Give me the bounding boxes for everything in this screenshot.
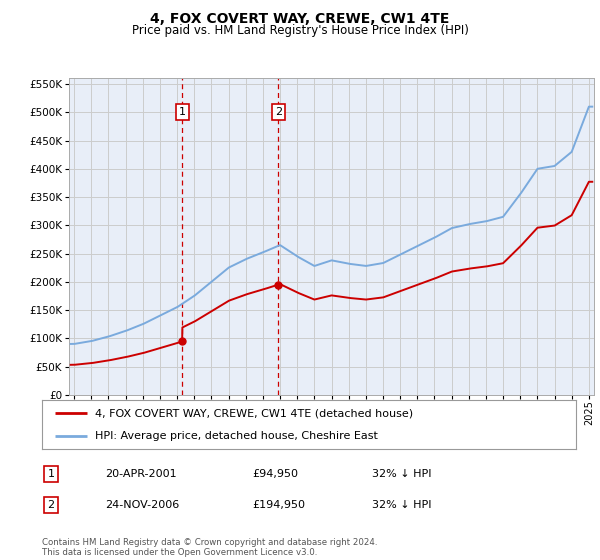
Text: 32% ↓ HPI: 32% ↓ HPI	[372, 500, 431, 510]
Text: 20-APR-2001: 20-APR-2001	[105, 469, 176, 479]
Text: 2: 2	[47, 500, 55, 510]
Text: 4, FOX COVERT WAY, CREWE, CW1 4TE (detached house): 4, FOX COVERT WAY, CREWE, CW1 4TE (detac…	[95, 408, 413, 418]
Text: Price paid vs. HM Land Registry's House Price Index (HPI): Price paid vs. HM Land Registry's House …	[131, 24, 469, 36]
Text: 2: 2	[275, 108, 282, 117]
Text: 1: 1	[179, 108, 186, 117]
Text: 1: 1	[47, 469, 55, 479]
Text: £194,950: £194,950	[252, 500, 305, 510]
Text: HPI: Average price, detached house, Cheshire East: HPI: Average price, detached house, Ches…	[95, 431, 378, 441]
Text: 24-NOV-2006: 24-NOV-2006	[105, 500, 179, 510]
Text: 4, FOX COVERT WAY, CREWE, CW1 4TE: 4, FOX COVERT WAY, CREWE, CW1 4TE	[151, 12, 449, 26]
Text: 32% ↓ HPI: 32% ↓ HPI	[372, 469, 431, 479]
Text: Contains HM Land Registry data © Crown copyright and database right 2024.
This d: Contains HM Land Registry data © Crown c…	[42, 538, 377, 557]
Text: £94,950: £94,950	[252, 469, 298, 479]
